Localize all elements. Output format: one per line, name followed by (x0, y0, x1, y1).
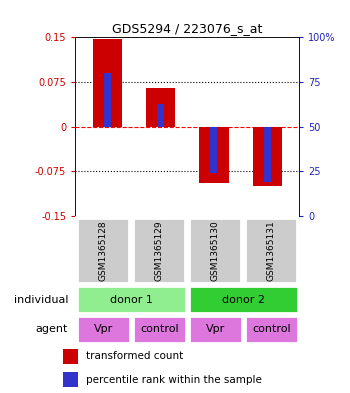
FancyBboxPatch shape (189, 316, 241, 343)
FancyBboxPatch shape (245, 218, 297, 283)
Bar (199, 127, 229, 184)
Text: transformed count: transformed count (86, 351, 183, 361)
Bar (146, 88, 175, 127)
Text: donor 1: donor 1 (110, 295, 153, 305)
Bar (264, 127, 271, 182)
FancyBboxPatch shape (77, 316, 130, 343)
Bar (63, 372, 78, 387)
Text: GSM1365129: GSM1365129 (155, 220, 164, 281)
FancyBboxPatch shape (245, 316, 298, 343)
Text: percentile rank within the sample: percentile rank within the sample (86, 375, 262, 385)
FancyBboxPatch shape (133, 316, 186, 343)
Bar (93, 39, 122, 127)
Bar (210, 127, 217, 173)
Text: agent: agent (36, 324, 68, 334)
FancyBboxPatch shape (133, 218, 185, 283)
Text: GSM1365130: GSM1365130 (211, 220, 220, 281)
Text: GSM1365131: GSM1365131 (267, 220, 276, 281)
Text: control: control (252, 324, 290, 334)
FancyBboxPatch shape (77, 286, 186, 313)
Bar (104, 73, 111, 127)
Text: individual: individual (14, 295, 68, 305)
Bar (63, 349, 78, 364)
Text: control: control (140, 324, 178, 334)
FancyBboxPatch shape (189, 218, 241, 283)
Text: Vpr: Vpr (94, 324, 113, 334)
Text: GSM1365128: GSM1365128 (99, 220, 108, 281)
Bar (253, 127, 282, 186)
Title: GDS5294 / 223076_s_at: GDS5294 / 223076_s_at (112, 22, 262, 35)
FancyBboxPatch shape (189, 286, 298, 313)
Bar (157, 104, 164, 127)
FancyBboxPatch shape (77, 218, 129, 283)
Text: Vpr: Vpr (206, 324, 225, 334)
Text: donor 2: donor 2 (222, 295, 265, 305)
